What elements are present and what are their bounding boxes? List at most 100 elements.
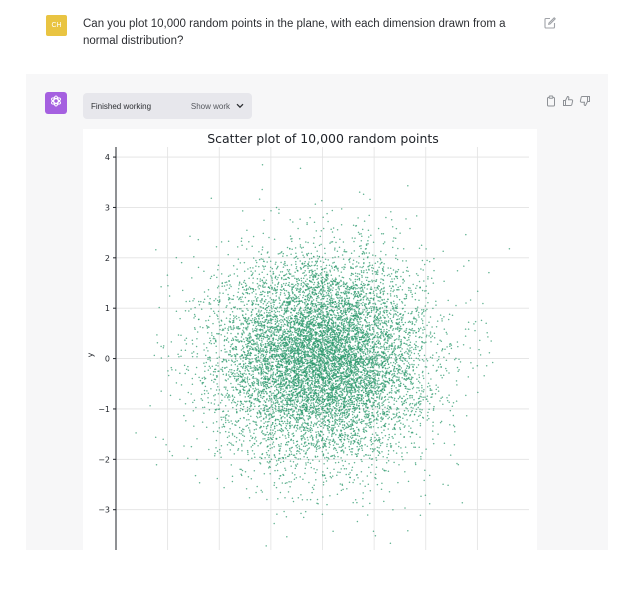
edit-icon[interactable]	[543, 16, 557, 30]
scatter-point	[391, 329, 394, 331]
scatter-point	[362, 282, 365, 285]
scatter-point	[389, 354, 391, 356]
scatter-point	[396, 289, 399, 291]
scatter-point	[340, 409, 342, 412]
scatter-point	[268, 336, 271, 338]
scatter-point	[270, 458, 273, 461]
scatter-point	[476, 290, 479, 293]
scatter-point	[283, 292, 286, 294]
scatter-point	[288, 293, 290, 295]
scatter-point	[315, 273, 318, 276]
scatter-point	[267, 369, 269, 372]
scatter-point	[280, 261, 282, 264]
scatter-point	[332, 306, 334, 308]
scatter-point	[268, 256, 270, 258]
scatter-point	[311, 429, 314, 432]
scatter-point	[344, 436, 346, 438]
scatter-point	[341, 484, 344, 487]
scatter-point	[329, 475, 332, 478]
scatter-point	[262, 378, 265, 380]
thumbs-down-icon[interactable]	[579, 94, 591, 107]
scatter-point	[393, 424, 396, 426]
scatter-point	[218, 356, 221, 358]
scatter-point	[435, 388, 438, 391]
scatter-point	[271, 280, 273, 282]
scatter-point	[444, 348, 446, 351]
scatter-point	[270, 345, 273, 348]
scatter-point	[185, 420, 187, 422]
scatter-point	[366, 331, 368, 333]
scatter-point	[339, 294, 342, 297]
scatter-point	[401, 348, 403, 350]
scatter-point	[301, 251, 303, 253]
scatter-point	[213, 381, 215, 383]
scatter-point	[321, 290, 324, 292]
scatter-point	[262, 281, 265, 283]
scatter-point	[259, 311, 261, 313]
scatter-point	[359, 445, 361, 448]
scatter-point	[230, 328, 233, 331]
scatter-point	[292, 292, 294, 295]
scatter-point	[268, 438, 270, 441]
scatter-point	[348, 445, 350, 448]
scatter-point	[293, 384, 296, 387]
scatter-point	[406, 266, 409, 269]
scatter-point	[328, 405, 331, 407]
show-work-button[interactable]: Show work	[191, 102, 244, 111]
scatter-point	[303, 301, 306, 304]
thumbs-up-icon[interactable]	[562, 94, 574, 106]
scatter-point	[380, 420, 382, 422]
scatter-point	[395, 327, 397, 330]
scatter-point	[399, 395, 401, 397]
scatter-point	[366, 409, 368, 412]
scatter-point	[345, 327, 347, 329]
scatter-point	[343, 268, 345, 270]
scatter-point	[258, 265, 260, 268]
scatter-point	[417, 364, 420, 366]
scatter-point	[201, 377, 204, 379]
scatter-point	[323, 384, 326, 387]
scatter-point	[326, 397, 328, 400]
scatter-point	[242, 440, 245, 442]
scatter-point	[310, 274, 313, 276]
scatter-point	[233, 361, 235, 363]
scatter-point	[196, 353, 199, 355]
scatter-point	[281, 332, 284, 334]
scatter-point	[329, 305, 332, 307]
copy-icon[interactable]	[545, 94, 557, 107]
scatter-point	[229, 368, 231, 371]
scatter-point	[315, 396, 317, 399]
scatter-point	[222, 311, 225, 313]
scatter-point	[248, 362, 250, 365]
scatter-point	[261, 285, 264, 288]
scatter-point	[315, 354, 317, 357]
scatter-point	[225, 373, 228, 375]
scatter-point	[277, 265, 279, 268]
scatter-point	[360, 270, 363, 272]
scatter-point	[400, 327, 403, 330]
scatter-point	[286, 420, 289, 423]
scatter-point	[248, 429, 251, 431]
scatter-point	[291, 340, 294, 342]
scatter-point	[276, 463, 279, 465]
scatter-point	[247, 342, 250, 345]
scatter-point	[420, 455, 422, 458]
scatter-point	[241, 445, 243, 447]
scatter-point	[350, 314, 352, 317]
scatter-point	[293, 257, 295, 259]
scatter-point	[208, 301, 211, 304]
scatter-point	[236, 369, 238, 371]
scatter-point	[251, 313, 253, 316]
scatter-point	[289, 323, 292, 326]
scatter-point	[307, 388, 310, 390]
scatter-point	[295, 331, 297, 334]
scatter-point	[353, 379, 356, 381]
scatter-point	[277, 392, 280, 395]
scatter-point	[309, 349, 311, 351]
scatter-point	[331, 393, 334, 396]
scatter-point	[415, 410, 417, 413]
scatter-point	[465, 394, 467, 397]
scatter-point	[343, 410, 346, 412]
scatter-point	[330, 427, 333, 429]
scatter-point	[386, 338, 389, 340]
